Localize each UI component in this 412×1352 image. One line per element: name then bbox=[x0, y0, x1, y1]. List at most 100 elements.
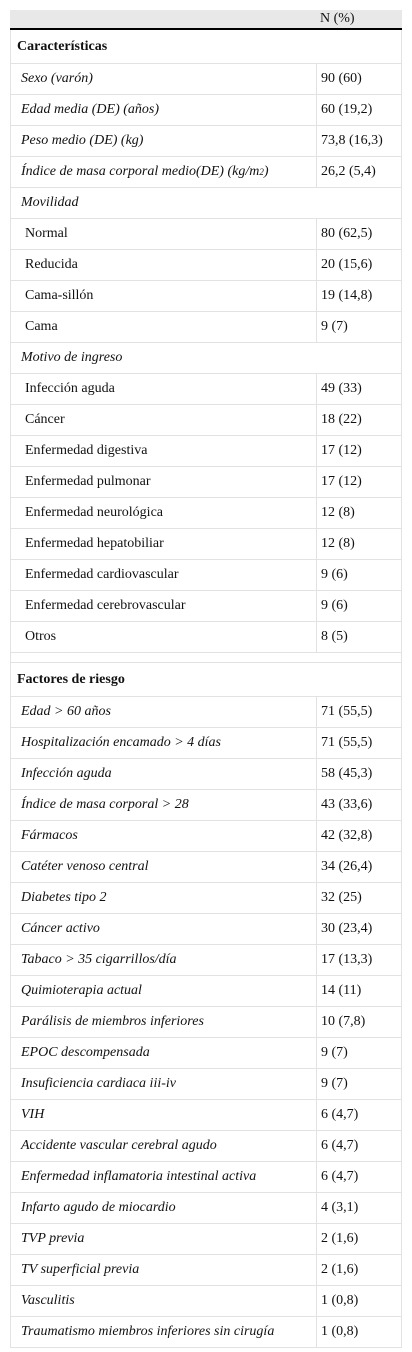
label-cell: Cama bbox=[10, 312, 316, 342]
value-cell: 8 (5) bbox=[316, 622, 402, 652]
value-cell: 6 (4,7) bbox=[316, 1162, 402, 1192]
section-row: Factores de riesgo bbox=[10, 663, 402, 697]
label: Motivo de ingreso bbox=[21, 350, 123, 365]
value-cell: 9 (7) bbox=[316, 312, 402, 342]
item-row: Tabaco > 35 cigarrillos/día 17 (13,3) bbox=[10, 945, 402, 976]
value-cell: 71 (55,5) bbox=[316, 697, 402, 727]
label-cell: Enfermedad digestiva bbox=[10, 436, 316, 466]
value-cell: 49 (33) bbox=[316, 374, 402, 404]
label-cell: Enfermedad pulmonar bbox=[10, 467, 316, 497]
value-cell: 9 (6) bbox=[316, 560, 402, 590]
sub-row: Cama 9 (7) bbox=[10, 312, 402, 343]
value-cell: 80 (62,5) bbox=[316, 219, 402, 249]
value-cell: 17 (12) bbox=[316, 467, 402, 497]
spacer-cell bbox=[10, 653, 402, 662]
item-row: TVP previa 2 (1,6) bbox=[10, 1224, 402, 1255]
value-cell: 17 (13,3) bbox=[316, 945, 402, 975]
label-cell: Cáncer bbox=[10, 405, 316, 435]
value-cell: 1 (0,8) bbox=[316, 1286, 402, 1316]
table: N (%) Características Sexo (varón) 90 (60)… bbox=[10, 10, 402, 1348]
item-row: TV superficial previa 2 (1,6) bbox=[10, 1255, 402, 1286]
label: VIH bbox=[21, 1107, 45, 1122]
item-row: Infección aguda 58 (45,3) bbox=[10, 759, 402, 790]
superscript: 2 bbox=[259, 167, 264, 177]
label-cell: Infarto agudo de miocardio bbox=[10, 1193, 316, 1223]
item-row: Enfermedad inflamatoria intestinal activ… bbox=[10, 1162, 402, 1193]
label-cell: Accidente vascular cerebral agudo bbox=[10, 1131, 316, 1161]
label: Enfermedad neurológica bbox=[25, 505, 163, 520]
label-cell: Parálisis de miembros inferiores bbox=[10, 1007, 316, 1037]
label: Tabaco > 35 cigarrillos/día bbox=[21, 952, 177, 967]
value-cell: 9 (7) bbox=[316, 1038, 402, 1068]
label: Infarto agudo de miocardio bbox=[21, 1200, 176, 1215]
label-cell: Edad media (DE) (años) bbox=[10, 95, 316, 125]
value-cell: 4 (3,1) bbox=[316, 1193, 402, 1223]
label: EPOC descompensada bbox=[21, 1045, 150, 1060]
sub-row: Enfermedad cerebrovascular 9 (6) bbox=[10, 591, 402, 622]
label: TV superficial previa bbox=[21, 1262, 140, 1277]
label: Accidente vascular cerebral agudo bbox=[21, 1138, 217, 1153]
label: Cama-sillón bbox=[25, 288, 94, 303]
spacer-row bbox=[10, 653, 402, 663]
label: Parálisis de miembros inferiores bbox=[21, 1014, 204, 1029]
label-cell: Índice de masa corporal > 28 bbox=[10, 790, 316, 820]
label: Quimioterapia actual bbox=[21, 983, 142, 998]
label: Cama bbox=[25, 319, 58, 334]
label-cell: Quimioterapia actual bbox=[10, 976, 316, 1006]
label: Movilidad bbox=[21, 195, 79, 210]
value-cell: 30 (23,4) bbox=[316, 914, 402, 944]
item-row: Traumatismo miembros inferiores sin ciru… bbox=[10, 1317, 402, 1348]
item-row: VIH 6 (4,7) bbox=[10, 1100, 402, 1131]
item-row: Vasculitis 1 (0,8) bbox=[10, 1286, 402, 1317]
header-cell: N (%) bbox=[320, 11, 355, 26]
header-row: N (%) bbox=[10, 10, 402, 30]
value-cell: 34 (26,4) bbox=[316, 852, 402, 882]
item-row: Cáncer activo 30 (23,4) bbox=[10, 914, 402, 945]
label-cell: Sexo (varón) bbox=[10, 64, 316, 94]
value-cell: 18 (22) bbox=[316, 405, 402, 435]
label-cell: Vasculitis bbox=[10, 1286, 316, 1316]
sub-row: Enfermedad digestiva 17 (12) bbox=[10, 436, 402, 467]
group-row: Movilidad bbox=[10, 188, 402, 219]
value-cell: 42 (32,8) bbox=[316, 821, 402, 851]
item-row: Hospitalización encamado > 4 días 71 (55,… bbox=[10, 728, 402, 759]
value-cell: 6 (4,7) bbox=[316, 1100, 402, 1130]
label-cell: Cama-sillón bbox=[10, 281, 316, 311]
sub-row: Otros 8 (5) bbox=[10, 622, 402, 653]
item-row: Índice de masa corporal > 28 43 (33,6) bbox=[10, 790, 402, 821]
label: TVP previa bbox=[21, 1231, 85, 1246]
label-cell: Infección aguda bbox=[10, 374, 316, 404]
label-cell: Peso medio (DE) (kg) bbox=[10, 126, 316, 156]
label-cell: Enfermedad hepatobiliar bbox=[10, 529, 316, 559]
sub-row: Enfermedad neurológica 12 (8) bbox=[10, 498, 402, 529]
label-cell: Cáncer activo bbox=[10, 914, 316, 944]
item-row: Accidente vascular cerebral agudo 6 (4,7) bbox=[10, 1131, 402, 1162]
group-row: Motivo de ingreso bbox=[10, 343, 402, 374]
label: Infección aguda bbox=[21, 766, 112, 781]
label: Traumatismo miembros inferiores sin ciru… bbox=[21, 1324, 275, 1339]
label-cell: Enfermedad neurológica bbox=[10, 498, 316, 528]
item-row: Insuficiencia cardiaca iii-iv 9 (7) bbox=[10, 1069, 402, 1100]
label-end: ) bbox=[263, 164, 269, 179]
label: Vasculitis bbox=[21, 1293, 75, 1308]
label: Índice de masa corporal > 28 bbox=[21, 797, 189, 812]
item-row: Fármacos 42 (32,8) bbox=[10, 821, 402, 852]
label-cell: Edad > 60 años bbox=[10, 697, 316, 727]
label: Edad > 60 años bbox=[21, 704, 111, 719]
item-row: Catéter venoso central 34 (26,4) bbox=[10, 852, 402, 883]
value-cell: 60 (19,2) bbox=[316, 95, 402, 125]
label-cell: Motivo de ingreso bbox=[10, 343, 402, 373]
value-cell: 26,2 (5,4) bbox=[316, 157, 402, 187]
sub-row: Cama-sillón 19 (14,8) bbox=[10, 281, 402, 312]
value-cell: 9 (7) bbox=[316, 1069, 402, 1099]
label-cell: Enfermedad cerebrovascular bbox=[10, 591, 316, 621]
label-cell: Diabetes tipo 2 bbox=[10, 883, 316, 913]
label-cell: Normal bbox=[10, 219, 316, 249]
sub-row: Enfermedad pulmonar 17 (12) bbox=[10, 467, 402, 498]
label: Normal bbox=[25, 226, 68, 241]
value-cell: 90 (60) bbox=[316, 64, 402, 94]
label: Enfermedad cardiovascular bbox=[25, 567, 179, 582]
section-title: Características bbox=[10, 30, 402, 63]
value-cell: 58 (45,3) bbox=[316, 759, 402, 789]
label: Diabetes tipo 2 bbox=[21, 890, 107, 905]
